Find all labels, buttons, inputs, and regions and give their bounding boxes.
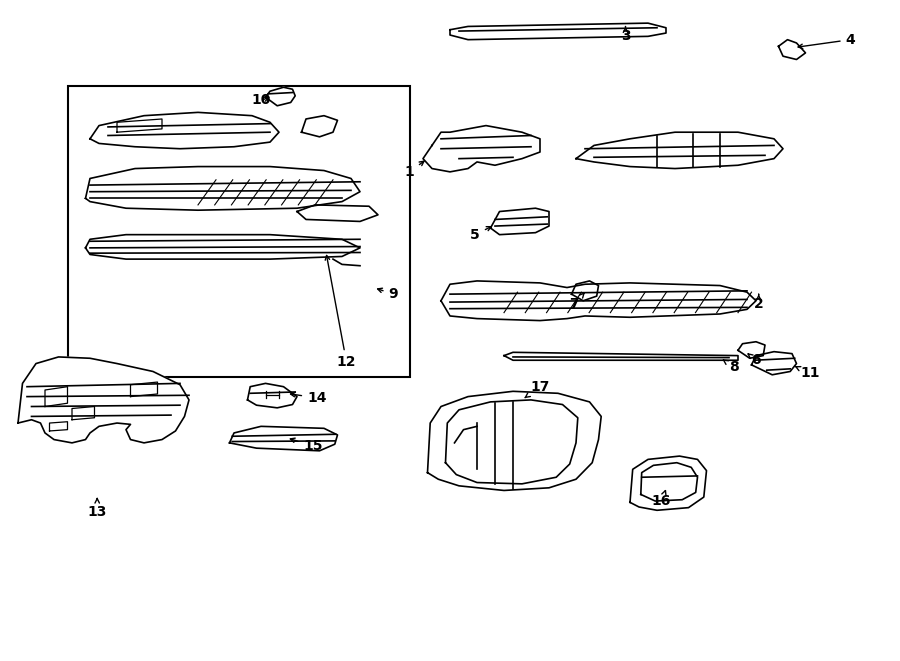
Polygon shape [504,352,738,360]
Polygon shape [423,126,540,172]
Text: 7: 7 [570,293,584,311]
Polygon shape [778,40,806,59]
Polygon shape [576,132,783,169]
Text: 10: 10 [251,93,271,108]
Polygon shape [18,357,189,443]
Text: 17: 17 [525,379,550,398]
Text: 4: 4 [798,32,855,48]
Text: 12: 12 [325,255,356,369]
Text: 8: 8 [724,360,738,374]
Polygon shape [491,208,549,235]
Polygon shape [248,383,297,408]
Text: 2: 2 [754,294,763,311]
Text: 1: 1 [405,161,424,179]
Polygon shape [441,281,756,321]
Text: 14: 14 [291,391,327,405]
Polygon shape [450,23,666,40]
Text: 3: 3 [621,26,630,44]
Bar [68,86,410,377]
Text: 15: 15 [291,438,323,453]
Polygon shape [230,426,338,451]
Polygon shape [302,116,338,137]
Polygon shape [86,167,360,210]
Text: 16: 16 [652,490,671,508]
Polygon shape [297,205,378,221]
Polygon shape [90,112,279,149]
Text: 9: 9 [378,287,398,301]
Text: 6: 6 [748,353,760,368]
Polygon shape [266,87,295,106]
Polygon shape [86,235,360,259]
Text: 5: 5 [471,227,491,242]
Polygon shape [428,391,601,490]
Text: 13: 13 [87,498,107,520]
Polygon shape [752,352,796,375]
Polygon shape [738,342,765,358]
Polygon shape [572,281,598,301]
Text: 11: 11 [795,366,820,381]
Polygon shape [630,456,707,510]
